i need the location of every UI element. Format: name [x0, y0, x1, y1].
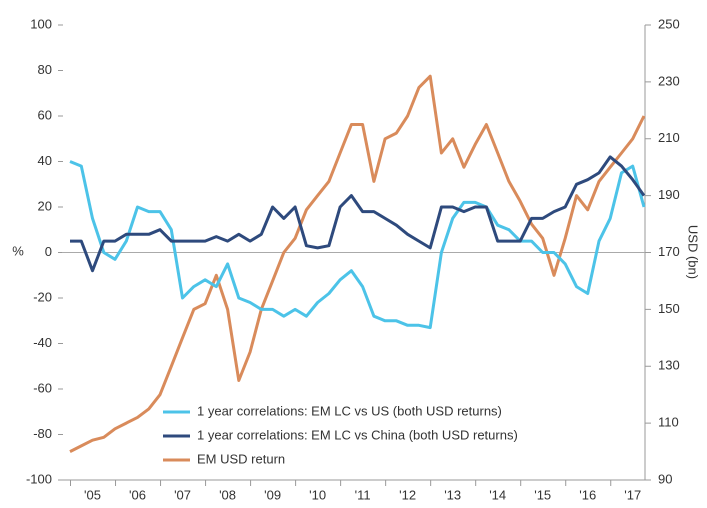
x-tick-label: '07	[174, 487, 191, 502]
legend-label: EM USD return	[197, 451, 285, 466]
x-tick-label: '08	[219, 487, 236, 502]
y2-tick-label: 250	[658, 16, 680, 31]
x-tick-label: '15	[534, 487, 551, 502]
y2-tick-label: 150	[658, 301, 680, 316]
y-tick-label: -20	[33, 289, 52, 304]
y2-tick-label: 190	[658, 187, 680, 202]
y-tick-label: 0	[45, 244, 52, 259]
y-tick-label: -60	[33, 380, 52, 395]
y2-tick-label: 210	[658, 130, 680, 145]
x-tick-label: '05	[84, 487, 101, 502]
legend-label: 1 year correlations: EM LC vs China (bot…	[197, 427, 518, 442]
y2-tick-label: 110	[658, 415, 679, 430]
y-tick-label: -80	[33, 426, 52, 441]
y-tick-label: 20	[38, 198, 52, 213]
y2-tick-label: 230	[658, 73, 680, 88]
y2-tick-label: 170	[658, 244, 680, 259]
x-tick-label: '14	[489, 487, 506, 502]
y2-axis-label: USD (bn)	[686, 225, 701, 279]
x-tick-label: '09	[264, 487, 281, 502]
y2-tick-label: 130	[658, 358, 680, 373]
series-line	[69, 74, 646, 453]
y-tick-label: -40	[33, 335, 52, 350]
y-tick-label: 100	[30, 16, 52, 31]
x-tick-label: '16	[579, 487, 596, 502]
y2-tick-label: 90	[658, 471, 672, 486]
series-line	[70, 155, 646, 273]
x-tick-label: '11	[355, 487, 371, 502]
x-tick-label: '17	[624, 487, 641, 502]
series-line	[69, 160, 646, 330]
x-tick-label: '12	[399, 487, 416, 502]
x-tick-label: '13	[444, 487, 461, 502]
y-tick-label: 60	[38, 107, 52, 122]
y-tick-label: 80	[38, 62, 52, 77]
x-tick-label: '06	[129, 487, 146, 502]
legend-label: 1 year correlations: EM LC vs US (both U…	[197, 403, 502, 418]
y-axis-label: %	[12, 243, 24, 258]
x-tick-label: '10	[309, 487, 326, 502]
y-tick-label: -100	[26, 471, 52, 486]
y-tick-label: 40	[38, 153, 52, 168]
